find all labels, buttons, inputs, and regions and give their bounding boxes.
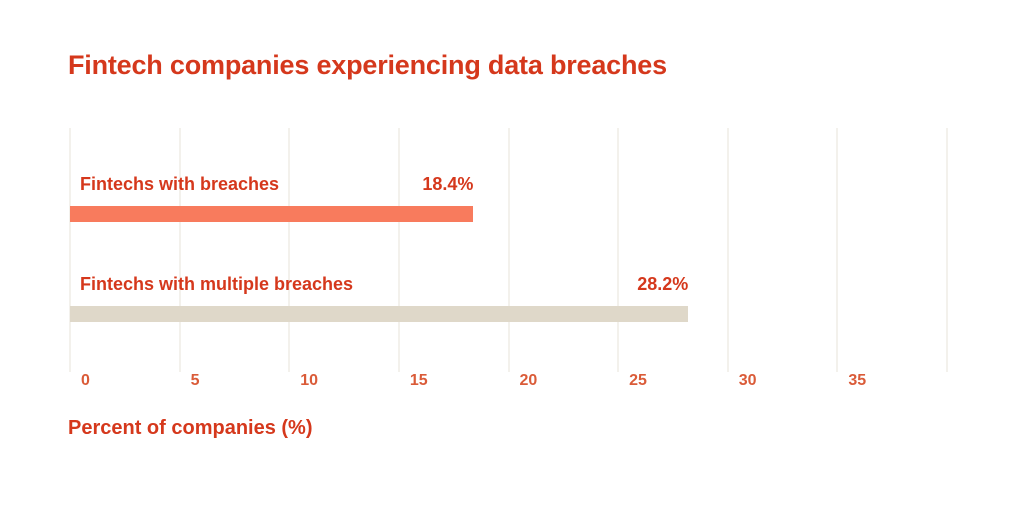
x-tick-label: 35 — [848, 372, 867, 389]
chart-title: Fintech companies experiencing data brea… — [68, 50, 667, 80]
x-tick-label: 0 — [81, 372, 90, 389]
bar-row: Fintechs with multiple breaches 28.2% — [70, 228, 947, 328]
category-label: Fintechs with breaches — [80, 174, 280, 194]
gridline — [288, 128, 291, 372]
x-tick-label: 20 — [519, 372, 538, 389]
gridline — [507, 128, 510, 372]
gridline — [178, 128, 181, 372]
gridline — [69, 128, 71, 372]
gridline — [397, 128, 400, 372]
x-tick-label: 25 — [629, 372, 647, 389]
gridline — [726, 128, 729, 372]
x-tick-label: 15 — [409, 372, 428, 389]
gridline — [836, 128, 839, 372]
value-label: 18.4% — [422, 174, 474, 194]
x-tick-label: 30 — [738, 372, 757, 389]
x-axis-title: Percent of companies (%) — [68, 417, 313, 439]
gridline — [617, 128, 620, 372]
gridline — [946, 128, 948, 372]
x-tick-label: 5 — [190, 372, 200, 389]
value-label: 28.2% — [637, 274, 689, 294]
category-label: Fintechs with multiple breaches — [80, 274, 354, 294]
bar — [70, 206, 474, 222]
x-tick-label: 10 — [300, 372, 319, 389]
bar — [70, 306, 689, 322]
plot-area: 0 5 10 15 20 25 30 35 Fintechs with breaches 18.4… — [69, 128, 948, 389]
bar-row: Fintechs with breaches 18.4% — [70, 128, 947, 228]
